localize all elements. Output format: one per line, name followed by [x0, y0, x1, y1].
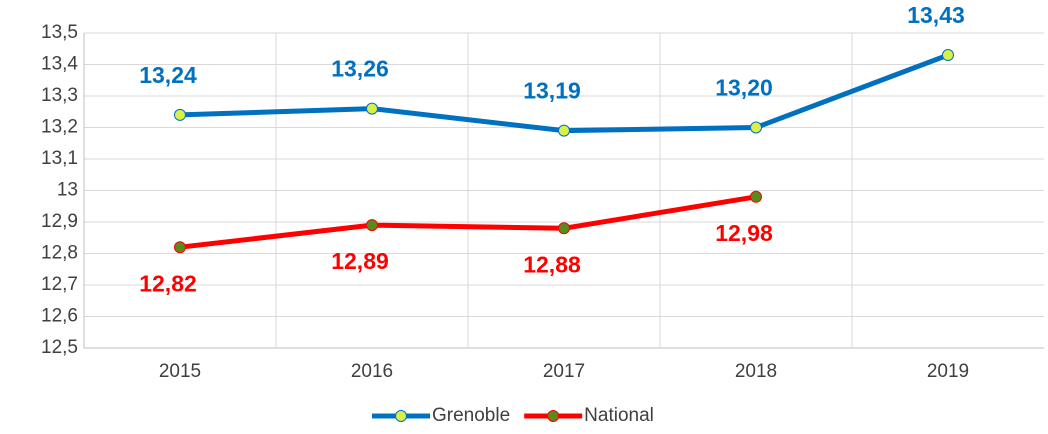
y-tick-label: 13,3 — [41, 85, 78, 106]
y-tick-label: 12,8 — [41, 243, 78, 264]
legend-marker — [547, 410, 560, 422]
point-marker — [174, 108, 186, 121]
point-marker — [174, 241, 186, 254]
value-label: 13,24 — [139, 62, 197, 88]
point-marker — [366, 219, 378, 232]
x-tick-label: 2019 — [927, 361, 969, 382]
y-tick-label: 12,9 — [41, 211, 78, 232]
x-tick-label: 2016 — [351, 361, 393, 382]
point-marker — [366, 102, 378, 115]
x-tick-label: 2018 — [735, 361, 777, 382]
legend-label: Grenoble — [432, 405, 510, 426]
legend-marker — [395, 410, 407, 422]
value-label: 13,26 — [331, 56, 389, 82]
y-tick-label: 13,2 — [41, 117, 78, 138]
point-marker — [558, 222, 570, 235]
point-marker — [750, 190, 762, 203]
y-tick-label: 13,5 — [41, 22, 78, 43]
y-tick-label: 12,7 — [41, 274, 78, 295]
y-tick-label: 12,5 — [41, 337, 78, 358]
point-marker — [942, 49, 954, 62]
value-label: 13,43 — [907, 2, 965, 28]
y-tick-label: 13,4 — [41, 54, 78, 75]
x-tick-label: 2015 — [159, 361, 201, 382]
x-tick-label: 2017 — [543, 361, 585, 382]
legend-label: National — [584, 405, 654, 426]
point-marker — [558, 124, 570, 137]
value-label: 12,89 — [331, 248, 389, 274]
value-label: 12,82 — [139, 270, 197, 296]
value-label: 13,20 — [715, 75, 773, 101]
series-line — [179, 194, 757, 250]
value-label: 13,19 — [523, 78, 581, 104]
value-label: 12,88 — [523, 251, 581, 277]
value-label: 12,98 — [715, 220, 773, 246]
point-marker — [750, 121, 762, 134]
y-tick-label: 12,6 — [41, 306, 78, 327]
y-tick-label: 13,1 — [41, 148, 78, 169]
y-tick-label: 13 — [57, 180, 78, 201]
